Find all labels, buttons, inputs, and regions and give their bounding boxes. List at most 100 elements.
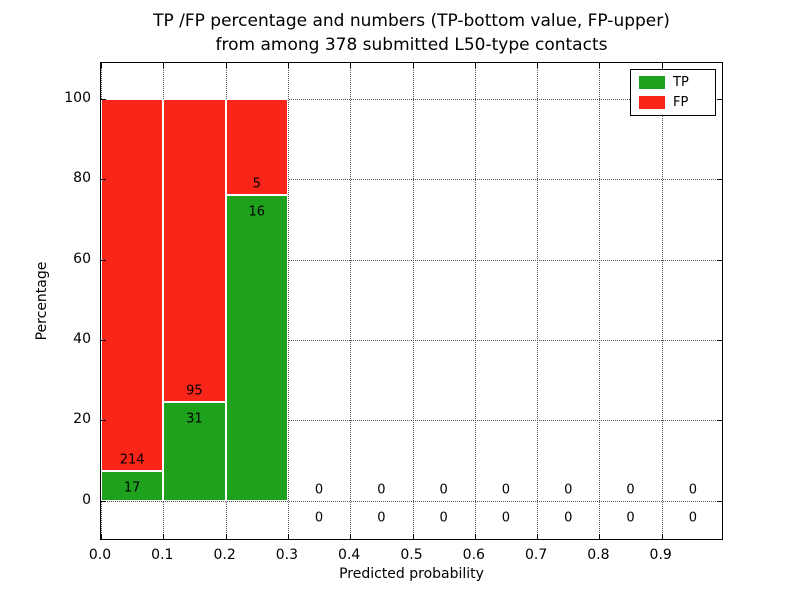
- x-tick-mark: [350, 63, 352, 68]
- x-tick-mark: [101, 534, 102, 539]
- chart-title-line1: TP /FP percentage and numbers (TP-bottom…: [153, 11, 670, 31]
- horizontal-gridline: [101, 179, 722, 181]
- x-tick-label: 0.9: [649, 547, 672, 563]
- x-tick-mark: [287, 534, 289, 539]
- tp-bar-segment: [101, 471, 164, 501]
- tp-color-swatch: [639, 76, 665, 89]
- y-tick-mark: [717, 99, 722, 101]
- horizontal-gridline: [101, 99, 722, 101]
- vertical-gridline: [287, 63, 289, 539]
- y-tick-mark: [717, 259, 722, 261]
- x-tick-mark: [599, 534, 601, 539]
- x-tick-mark: [412, 63, 414, 68]
- tp-legend-label: TP: [673, 75, 689, 90]
- tp-count-label: 31: [186, 411, 203, 427]
- vertical-gridline: [412, 63, 414, 539]
- x-tick-label: 0.7: [524, 547, 548, 563]
- horizontal-gridline: [101, 500, 722, 502]
- fp-bar-segment: [225, 99, 288, 195]
- y-tick-label: 0: [82, 491, 91, 508]
- x-tick-mark: [101, 63, 102, 68]
- horizontal-gridline: [101, 420, 722, 422]
- x-tick-mark: [350, 534, 352, 539]
- y-tick-mark: [717, 420, 722, 422]
- y-tick-mark: [101, 179, 106, 181]
- tp-count-label: 0: [688, 510, 697, 526]
- y-axis-label: Percentage: [34, 261, 50, 341]
- y-tick-mark: [101, 420, 106, 422]
- vertical-gridline: [537, 63, 539, 539]
- fp-count-label: 0: [501, 482, 511, 498]
- y-tick-mark: [717, 340, 722, 342]
- fp-count-label: 95: [186, 383, 203, 399]
- x-axis-label: Predicted probability: [339, 566, 484, 582]
- legend-item-fp: FP: [639, 95, 707, 110]
- fp-count-label: 0: [564, 482, 573, 498]
- x-tick-label: 0.6: [462, 547, 485, 563]
- x-tick-mark: [163, 63, 165, 68]
- fp-count-label: 5: [252, 176, 261, 191]
- x-tick-mark: [537, 534, 539, 539]
- horizontal-gridline: [101, 259, 722, 261]
- y-tick-mark: [101, 340, 106, 342]
- x-tick-mark: [412, 534, 414, 539]
- fp-legend-label: FP: [673, 95, 689, 110]
- fp-count-label: 214: [119, 452, 145, 468]
- y-tick-label: 40: [73, 331, 91, 348]
- x-tick-mark: [537, 63, 539, 68]
- chart-title-line2: from among 378 submitted L50-type contac…: [215, 34, 608, 55]
- x-tick-mark: [225, 63, 227, 68]
- y-tick-mark: [717, 500, 722, 502]
- fp-count-label: 0: [314, 482, 324, 498]
- y-tick-mark: [101, 99, 106, 101]
- tp-bar-segment: [225, 194, 288, 501]
- tp-count-label: 17: [123, 480, 141, 496]
- tp-count-label: 0: [564, 510, 573, 526]
- y-tick-label: 60: [73, 250, 91, 267]
- tp-count-label: 0: [501, 510, 511, 526]
- horizontal-gridline: [101, 340, 722, 342]
- chart-title: TP /FP percentage and numbers (TP-bottom…: [100, 10, 723, 58]
- x-tick-label: 0.0: [88, 547, 112, 563]
- tp-count-label: 0: [626, 510, 635, 526]
- x-tick-mark: [661, 534, 663, 539]
- x-tick-label: 0.8: [587, 547, 610, 563]
- tp-count-label: 0: [314, 510, 324, 526]
- x-tick-mark: [474, 63, 476, 68]
- x-tick-mark: [225, 534, 227, 539]
- x-tick-mark: [599, 63, 601, 68]
- fp-color-swatch: [639, 96, 665, 109]
- y-tick-mark: [101, 500, 106, 502]
- x-tick-mark: [163, 534, 165, 539]
- vertical-gridline: [350, 63, 352, 539]
- y-tick-mark: [717, 179, 722, 181]
- vertical-gridline: [661, 63, 663, 539]
- fp-count-label: 0: [688, 482, 697, 498]
- vertical-gridline: [599, 63, 601, 539]
- x-tick-mark: [287, 63, 289, 68]
- x-tick-mark: [661, 63, 663, 68]
- plot-area: TP FP 214 17 95 31 5 16 0 0 0 0 0 0 0 0 0 0 0 0 0 0: [100, 62, 723, 540]
- vertical-gridline: [474, 63, 476, 539]
- tp-bar-segment: [163, 402, 226, 501]
- y-tick-mark: [101, 259, 106, 261]
- fp-count-label: 0: [377, 482, 386, 498]
- x-tick-label: 0.4: [338, 547, 361, 563]
- legend: TP FP: [630, 69, 716, 116]
- x-tick-label: 0.2: [213, 547, 236, 563]
- legend-item-tp: TP: [639, 75, 707, 90]
- x-tick-label: 0.5: [400, 547, 423, 563]
- fp-bar-segment: [101, 99, 164, 472]
- fp-count-label: 0: [626, 482, 635, 498]
- tp-count-label: 0: [439, 510, 448, 526]
- tp-count-label: 0: [377, 510, 386, 526]
- y-tick-label: 80: [73, 170, 91, 187]
- x-tick-mark: [474, 534, 476, 539]
- x-tick-label: 0.1: [151, 547, 174, 563]
- fp-bar-segment: [163, 99, 226, 402]
- y-tick-label: 20: [73, 411, 91, 428]
- x-tick-label: 0.3: [275, 547, 299, 563]
- fp-count-label: 0: [439, 482, 448, 498]
- y-tick-label: 100: [64, 90, 91, 107]
